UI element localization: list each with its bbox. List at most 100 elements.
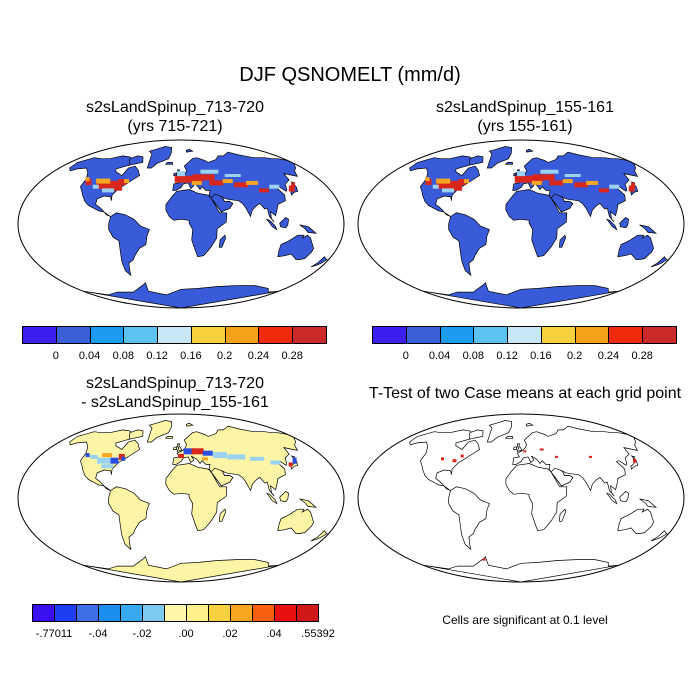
colorbar-swatch	[540, 326, 576, 344]
snowmelt-cell-6	[442, 188, 454, 193]
colorbar-tick-label: -.02	[132, 628, 152, 640]
snowmelt-cell-12	[209, 180, 224, 186]
map-panel-case1	[17, 139, 345, 309]
colorbar-swatch	[258, 326, 294, 344]
panel-4-title: T-Test of two Case means at each grid po…	[350, 384, 700, 403]
difference-cell-4	[90, 454, 99, 459]
colorbar-tick-label: 0.08	[112, 350, 135, 362]
landmass-iceland	[504, 436, 514, 439]
colorbar-tick-label: 0.2	[567, 350, 583, 362]
difference-cell-15	[178, 454, 184, 458]
landmass-madagascar	[558, 234, 566, 248]
snowmelt-cell-5	[85, 177, 90, 182]
snowmelt-cell-3	[458, 179, 467, 185]
map-panel-ttest	[357, 413, 685, 583]
panel-4-title-line1: T-Test of two Case means at each grid po…	[368, 385, 682, 402]
colorbar-tick-label: 0.12	[146, 350, 168, 362]
snowmelt-cell-3	[118, 179, 127, 185]
landmass-greenland	[486, 420, 513, 443]
snowmelt-cell-12	[549, 180, 564, 186]
snowmelt-cell-13	[222, 179, 233, 184]
colorbar-tick-label: -.04	[88, 628, 108, 640]
snowmelt-cell-14	[234, 182, 249, 188]
snowmelt-cell-7	[464, 179, 469, 184]
colorbar-swatch	[55, 326, 91, 344]
landmass-sumatra	[265, 218, 278, 231]
snowmelt-cell-18	[564, 174, 581, 177]
landmass-baffin	[468, 155, 484, 166]
snowmelt-cell-4	[85, 179, 92, 185]
landmass-baffin	[128, 429, 144, 440]
landmass-greenland	[146, 420, 173, 443]
panel-2-title-line2: (yrs 155-161)	[477, 118, 573, 135]
snowmelt-cell-17	[200, 169, 219, 174]
snowmelt-cell-22	[631, 182, 636, 187]
snowmelt-cell-0	[436, 180, 459, 189]
colorbar-swatch	[164, 604, 187, 622]
landmass-ireland	[513, 172, 518, 176]
landmass-iceland	[164, 436, 174, 439]
difference-cell-3	[121, 456, 126, 461]
landmass-arabia-fill	[210, 193, 234, 213]
colorbar-case1: 0 0.04 0.08 0.12 0.16 0.2 0.24 0.28	[22, 326, 327, 366]
difference-cell-13	[250, 456, 265, 461]
snowmelt-cell-5	[425, 177, 430, 182]
colorbar-swatch	[574, 326, 610, 344]
map-frame	[357, 139, 685, 309]
landmass-britain	[516, 443, 523, 452]
colorbar-tick-label: .04	[266, 628, 282, 640]
colorbar-tick-label: 0.24	[247, 350, 270, 362]
snowmelt-cell-19	[259, 188, 269, 193]
colorbar-swatch	[642, 326, 677, 344]
colorbar-swatch	[405, 326, 441, 344]
map-panel-case2	[357, 139, 685, 309]
snowmelt-cell-0	[96, 180, 119, 189]
colorbar-tick-label: 0.08	[462, 350, 485, 362]
colorbar-tick-label: 0.16	[530, 350, 552, 362]
colorbar-swatch	[32, 604, 55, 622]
snowmelt-cell-13	[562, 179, 573, 184]
snowmelt-cell-2	[436, 178, 451, 184]
landmass-borneo	[279, 217, 289, 229]
snowmelt-cell-1	[450, 182, 463, 191]
colorbar-tick-label: 0.2	[217, 350, 233, 362]
difference-cell-18	[288, 462, 293, 467]
landmass-madagascar	[218, 508, 226, 522]
significant-cell-8	[482, 558, 486, 561]
landmass-ireland	[173, 446, 178, 450]
difference-cell-12	[227, 454, 246, 460]
panel-3-title: s2sLandSpinup_713-720 - s2sLandSpinup_15…	[0, 374, 350, 412]
colorbar-tick-label: .02	[222, 628, 238, 640]
landmass-baffin	[128, 155, 144, 166]
landmass-africa	[505, 189, 568, 258]
snowmelt-cell-7	[124, 179, 129, 184]
colorbar-swatch	[208, 604, 231, 622]
colorbar-swatch	[120, 604, 143, 622]
colorbar-tick-label: 0.04	[428, 350, 451, 362]
landmass-svalbard	[185, 422, 194, 427]
snowmelt-cell-21	[288, 185, 295, 192]
significance-note: Cells are significant at 0.1 level	[442, 613, 608, 627]
difference-cell-17	[292, 457, 297, 464]
panel-3-title-line1: s2sLandSpinup_713-720	[86, 375, 264, 392]
landmass-australia	[277, 508, 314, 534]
colorbar-swatch	[507, 326, 542, 344]
snowmelt-cell-21	[628, 185, 635, 192]
map-frame	[357, 413, 685, 583]
snowmelt-cell-16	[177, 171, 185, 177]
landmass-australia	[617, 234, 654, 260]
colorbar-swatch	[296, 604, 319, 622]
significant-cell-1	[452, 459, 457, 463]
landmass-arabia-fill	[210, 467, 234, 487]
landmass-new-zealand	[310, 530, 328, 542]
ocean-background	[18, 140, 344, 308]
significant-cell-2	[460, 454, 464, 458]
snowmelt-cell-10	[532, 174, 555, 181]
landmass-antarctica	[83, 282, 279, 308]
significant-cell-0	[441, 457, 444, 461]
landmass-eurasia	[172, 425, 299, 497]
snowmelt-cell-22	[291, 182, 296, 187]
ocean-background	[358, 140, 684, 308]
snowmelt-cell-2	[96, 178, 111, 184]
colorbar-tick-label: 0.12	[496, 350, 518, 362]
